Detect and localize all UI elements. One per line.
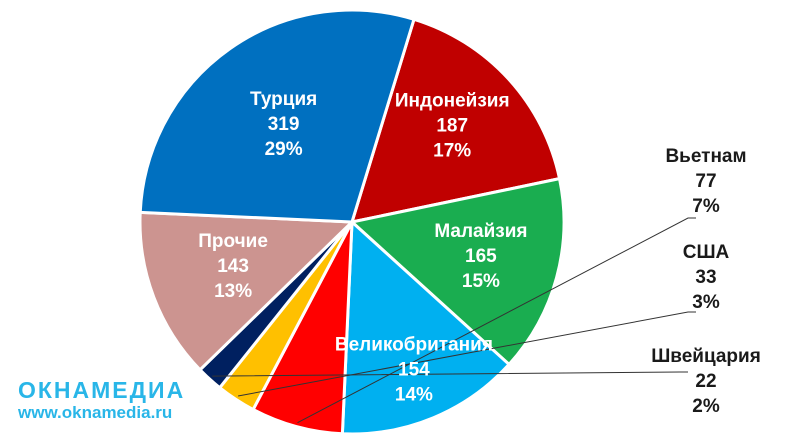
slice-label-percent-other: 13% [214, 281, 252, 302]
leader-line-vietnam [297, 217, 696, 424]
slice-label-percent-turkey: 29% [265, 139, 303, 160]
slice-label-percent-usa: 3% [692, 292, 720, 313]
watermark-url: www.oknamedia.ru [18, 403, 173, 422]
slice-label-value-switzerland: 22 [695, 371, 716, 392]
slice-label-name-usa: США [683, 242, 730, 263]
slice-label-name-vietnam: Вьетнам [665, 146, 746, 167]
slice-labels: Индонейзия 187 17% Малайзия 165 15% Великобрит… [198, 89, 761, 417]
pie-slice-indonesia [350, 17, 562, 224]
slice-label-percent-vietnam: 7% [692, 196, 720, 217]
pie-slice-other [138, 210, 354, 372]
pie-slice-turkey [138, 8, 416, 224]
slice-label-percent-switzerland: 2% [692, 396, 720, 417]
slice-label-percent-indonesia: 17% [433, 141, 471, 162]
watermark-logo: ОКНАМЕДИА www.oknamedia.ru [18, 378, 185, 424]
slice-label-name-malaysia: Малайзия [434, 221, 527, 242]
slice-label-value-malaysia: 165 [465, 246, 497, 267]
slice-label-percent-uk: 14% [395, 385, 433, 406]
slice-label-name-uk: Великобритания [335, 335, 493, 356]
slice-label-value-usa: 33 [695, 267, 716, 288]
leader-line-switzerland [212, 371, 688, 377]
slice-label-value-other: 143 [217, 256, 249, 277]
watermark-brand: ОКНАМЕДИА [18, 377, 186, 403]
slice-label-value-turkey: 319 [268, 114, 300, 135]
pie-slice-uk [340, 220, 511, 435]
slice-label-name-other: Прочие [198, 231, 268, 252]
pie-slice-malaysia [350, 177, 566, 366]
slice-label-value-uk: 154 [398, 360, 430, 381]
slice-label-percent-malaysia: 15% [462, 271, 500, 292]
slice-label-value-indonesia: 187 [436, 116, 468, 137]
slice-label-name-indonesia: Индонейзия [395, 91, 510, 112]
pie-slices [138, 8, 566, 435]
leader-lines [212, 217, 696, 424]
slice-label-name-turkey: Турция [250, 89, 317, 110]
leader-line-usa [238, 311, 696, 397]
slice-label-value-vietnam: 77 [695, 171, 716, 192]
slice-label-name-switzerland: Швейцария [651, 346, 761, 367]
